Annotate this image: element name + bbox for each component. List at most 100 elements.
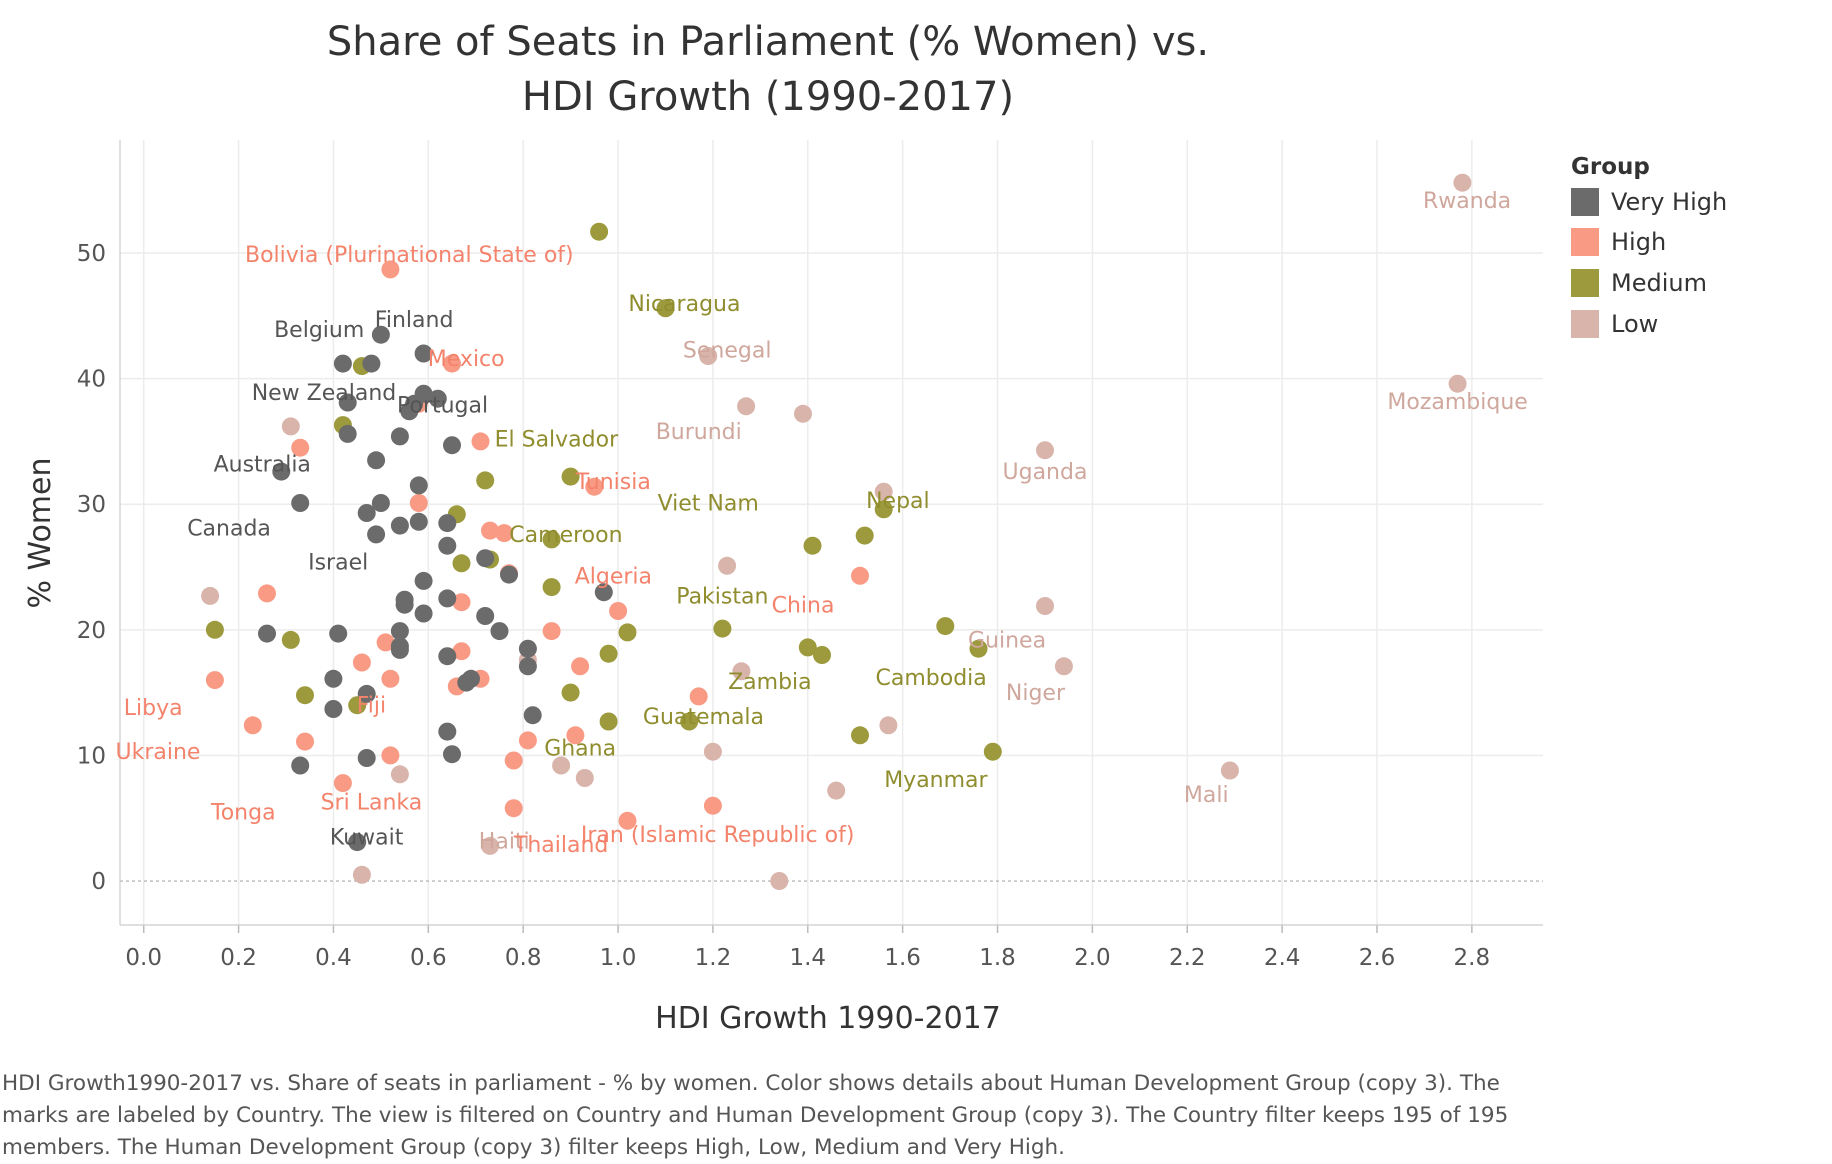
data-point[interactable] [699,347,718,365]
data-point[interactable] [476,607,495,625]
data-point[interactable] [400,402,419,421]
data-point[interactable] [495,524,514,543]
data-point[interactable] [367,451,386,470]
data-point[interactable] [205,671,224,690]
data-point[interactable] [452,554,471,573]
data-point[interactable] [428,389,447,408]
data-point[interactable] [851,726,869,745]
data-point[interactable] [438,514,457,533]
data-point[interactable] [585,477,604,496]
data-point[interactable] [1448,374,1467,393]
data-point[interactable] [352,865,371,884]
data-point[interactable] [561,683,580,702]
data-point[interactable] [504,799,523,818]
data-point[interactable] [371,494,390,512]
data-point[interactable] [518,639,537,658]
data-point[interactable] [443,354,461,373]
data-point[interactable] [357,684,376,703]
data-point[interactable] [713,619,732,638]
data-point[interactable] [874,500,893,519]
data-point[interactable] [794,404,812,423]
data-point[interactable] [523,706,542,725]
data-point[interactable] [205,620,224,639]
data-point[interactable] [438,647,457,666]
data-point[interactable] [518,731,537,750]
data-point[interactable] [476,471,495,490]
data-point[interactable] [414,344,433,363]
data-point[interactable] [333,354,352,373]
legend-item-low[interactable]: Low [1571,310,1658,338]
data-point[interactable] [348,833,367,852]
data-point[interactable] [1036,597,1054,615]
data-point[interactable] [338,393,357,412]
data-point[interactable] [333,774,352,793]
data-point[interactable] [438,536,457,555]
data-point[interactable] [500,565,518,584]
data-point[interactable] [561,467,580,486]
data-point[interactable] [936,617,955,636]
data-point[interactable] [357,749,376,767]
data-point[interactable] [258,584,276,603]
data-point[interactable] [409,476,428,495]
data-point[interactable] [1036,441,1054,460]
data-point[interactable] [566,726,585,745]
data-point[interactable] [599,712,618,731]
data-point[interactable] [737,397,756,416]
data-point[interactable] [481,836,499,855]
data-point[interactable] [680,712,699,731]
data-point[interactable] [504,751,523,770]
data-point[interactable] [338,424,357,443]
data-point[interactable] [381,669,400,688]
data-point[interactable] [575,769,594,787]
data-point[interactable] [272,462,291,481]
data-point[interactable] [1054,657,1073,676]
data-point[interactable] [452,642,471,661]
data-point[interactable] [542,622,561,641]
data-point[interactable] [703,742,722,761]
data-point[interactable] [390,427,409,446]
data-point[interactable] [291,438,310,457]
data-point[interactable] [571,657,590,676]
data-point[interactable] [656,299,675,318]
data-point[interactable] [291,756,310,775]
legend-item-high[interactable]: High [1571,228,1666,256]
data-point[interactable] [457,673,476,692]
data-point[interactable] [732,662,751,681]
data-point[interactable] [609,602,628,620]
data-point[interactable] [281,417,300,436]
data-point[interactable] [689,687,708,706]
data-point[interactable] [296,732,314,751]
data-point[interactable] [443,436,461,455]
data-point[interactable] [827,781,846,800]
data-point[interactable] [542,530,561,549]
data-point[interactable] [438,722,457,741]
data-point[interactable] [414,571,433,590]
data-point[interactable] [414,604,433,623]
data-point[interactable] [874,482,893,501]
legend-item-medium[interactable]: Medium [1571,269,1707,297]
data-point[interactable] [409,494,428,512]
data-point[interactable] [1220,761,1239,780]
data-point[interactable] [590,222,609,241]
data-point[interactable] [594,583,613,602]
data-point[interactable] [409,512,428,531]
data-point[interactable] [798,638,817,657]
data-point[interactable] [855,526,874,545]
data-point[interactable] [352,653,371,672]
data-point[interactable] [1453,173,1472,192]
data-point[interactable] [542,578,561,597]
data-point[interactable] [367,525,386,544]
data-point[interactable] [879,716,898,735]
legend-item-very-high[interactable]: Very High [1571,188,1727,216]
data-point[interactable] [969,639,988,658]
data-point[interactable] [618,623,637,642]
data-point[interactable] [371,325,390,344]
data-point[interactable] [452,593,471,612]
data-point[interactable] [390,516,409,535]
data-point[interactable] [362,354,381,373]
data-point[interactable] [390,765,409,784]
data-point[interactable] [599,644,618,663]
data-point[interactable] [258,624,276,643]
data-point[interactable] [552,756,571,775]
data-point[interactable] [618,811,637,830]
